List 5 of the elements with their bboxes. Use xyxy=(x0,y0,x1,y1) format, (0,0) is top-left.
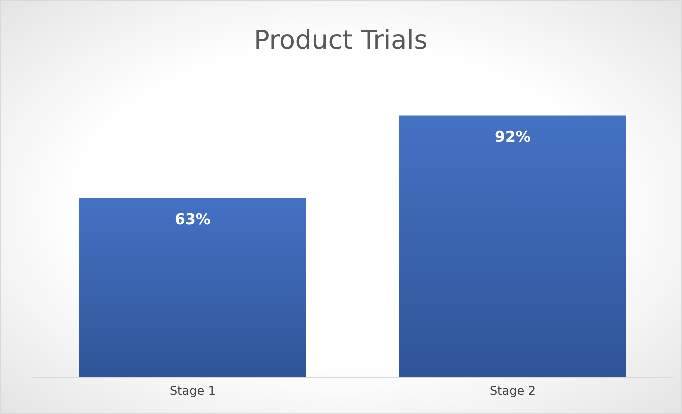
x-tick-label: Stage 2 xyxy=(490,384,536,398)
x-tick-label: Stage 1 xyxy=(170,384,216,398)
chart-title: Product Trials xyxy=(254,26,428,56)
data-label: 92% xyxy=(495,128,531,146)
data-label: 63% xyxy=(175,210,211,229)
